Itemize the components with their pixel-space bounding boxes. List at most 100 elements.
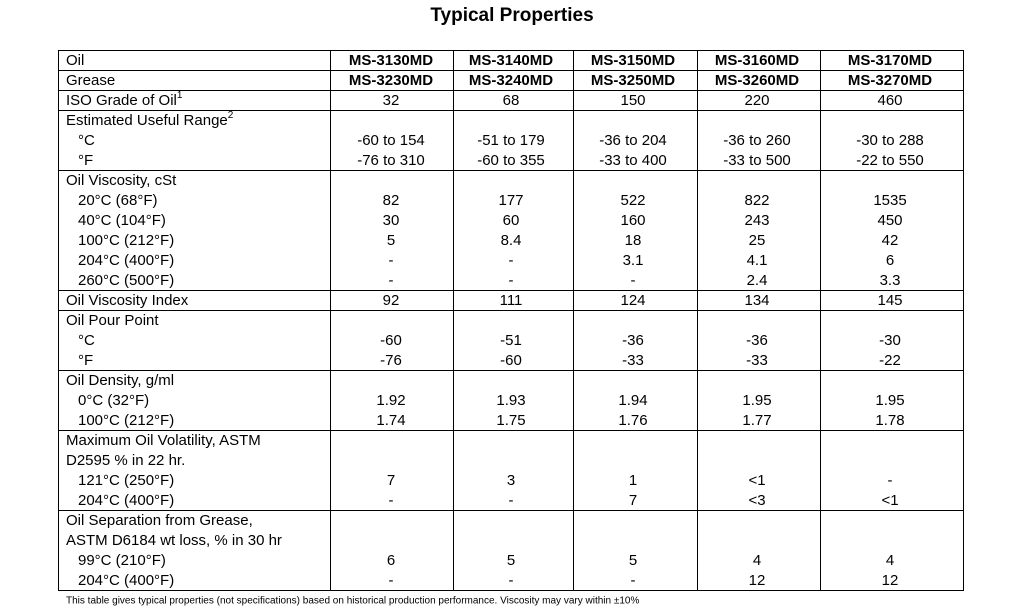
cell: 1 — [629, 472, 637, 489]
cell: -60 to 355 — [477, 152, 545, 169]
cell: - — [631, 572, 636, 589]
cell: -60 — [380, 332, 402, 349]
cell: 243 — [744, 212, 769, 229]
label-text: Oil Density, g/ml — [66, 372, 174, 389]
row-label: 99°C (210°F) — [78, 552, 166, 569]
cell: 30 — [383, 212, 400, 229]
cell: - — [888, 472, 893, 489]
row-label: 204°C (400°F) — [78, 572, 174, 589]
cell: MS-3170MD — [848, 52, 932, 69]
cell: 1.95 — [742, 392, 771, 409]
cell: 1.78 — [875, 412, 904, 429]
cell: MS-3250MD — [591, 72, 675, 89]
cell: 25 — [749, 232, 766, 249]
cell: - — [389, 272, 394, 289]
cell: 2.4 — [747, 272, 768, 289]
row-label: °F — [78, 352, 93, 369]
cell: 42 — [882, 232, 899, 249]
cell: MS-3130MD — [349, 52, 433, 69]
cell: <3 — [748, 492, 765, 509]
label-text: °F — [78, 352, 93, 369]
label-text: 204°C (400°F) — [78, 492, 174, 509]
cell: MS-3150MD — [591, 52, 675, 69]
cell: 450 — [877, 212, 902, 229]
table-border — [58, 50, 964, 591]
cell: 1.93 — [496, 392, 525, 409]
cell: - — [389, 252, 394, 269]
label-text: Oil Viscosity Index — [66, 292, 189, 309]
cell: -33 to 400 — [599, 152, 667, 169]
row-label: 100°C (212°F) — [78, 232, 174, 249]
cell: 177 — [498, 192, 523, 209]
label-text: 100°C (212°F) — [78, 232, 174, 249]
cell: 1.76 — [618, 412, 647, 429]
row-label: ASTM D6184 wt loss, % in 30 hr — [66, 532, 282, 549]
cell: -36 to 260 — [723, 132, 791, 149]
row-label: ISO Grade of Oil1 — [66, 90, 183, 109]
cell: 460 — [877, 92, 902, 109]
cell: - — [509, 572, 514, 589]
cell: 4.1 — [747, 252, 768, 269]
label-text: Oil Separation from Grease, — [66, 512, 253, 529]
cell: <1 — [881, 492, 898, 509]
label-text: °F — [78, 152, 93, 169]
cell: 111 — [500, 292, 523, 309]
cell: 32 — [383, 92, 400, 109]
row-label: °F — [78, 152, 93, 169]
row-label: Oil Density, g/ml — [66, 372, 174, 389]
cell: -51 — [500, 332, 522, 349]
cell: 82 — [383, 192, 400, 209]
cell: 18 — [625, 232, 642, 249]
cell: 12 — [882, 572, 899, 589]
row-label: 100°C (212°F) — [78, 412, 174, 429]
cell: 6 — [886, 252, 894, 269]
cell: 822 — [744, 192, 769, 209]
cell: -30 — [879, 332, 901, 349]
cell: -60 to 154 — [357, 132, 425, 149]
cell: 1.74 — [376, 412, 405, 429]
label-text: 99°C (210°F) — [78, 552, 166, 569]
row-label: Oil Pour Point — [66, 312, 159, 329]
label-text: ASTM D6184 wt loss, % in 30 hr — [66, 532, 282, 549]
label-text: °C — [78, 132, 95, 149]
row-label: °C — [78, 132, 95, 149]
label-text: 121°C (250°F) — [78, 472, 174, 489]
cell: 1.75 — [496, 412, 525, 429]
cell: 3 — [507, 472, 515, 489]
label-text: °C — [78, 332, 95, 349]
row-label: Oil — [66, 52, 84, 69]
cell: 220 — [744, 92, 769, 109]
footnote: This table gives typical properties (not… — [66, 596, 639, 607]
cell: - — [509, 272, 514, 289]
cell: -36 — [622, 332, 644, 349]
label-text: 20°C (68°F) — [78, 192, 158, 209]
cell: - — [389, 492, 394, 509]
cell: 124 — [620, 292, 645, 309]
cell: MS-3230MD — [349, 72, 433, 89]
cell: 60 — [503, 212, 520, 229]
cell: 522 — [620, 192, 645, 209]
row-label: Oil Separation from Grease, — [66, 512, 253, 529]
cell: MS-3160MD — [715, 52, 799, 69]
label-text: Oil Pour Point — [66, 312, 159, 329]
cell: 3.1 — [623, 252, 644, 269]
label-text: Oil Viscosity, cSt — [66, 172, 177, 189]
cell: -33 — [746, 352, 768, 369]
title: Typical Properties — [430, 5, 593, 26]
row-label: 20°C (68°F) — [78, 192, 158, 209]
cell: -30 to 288 — [856, 132, 924, 149]
row-label: Maximum Oil Volatility, ASTM — [66, 432, 261, 449]
label-text: 0°C (32°F) — [78, 392, 149, 409]
label-text: 204°C (400°F) — [78, 572, 174, 589]
cell: - — [389, 572, 394, 589]
cell: MS-3260MD — [715, 72, 799, 89]
cell: 3.3 — [880, 272, 901, 289]
cell: - — [509, 492, 514, 509]
cell: MS-3140MD — [469, 52, 553, 69]
cell: - — [631, 272, 636, 289]
cell: -33 to 500 — [723, 152, 791, 169]
cell: 5 — [629, 552, 637, 569]
cell: -76 — [380, 352, 402, 369]
cell: <1 — [748, 472, 765, 489]
